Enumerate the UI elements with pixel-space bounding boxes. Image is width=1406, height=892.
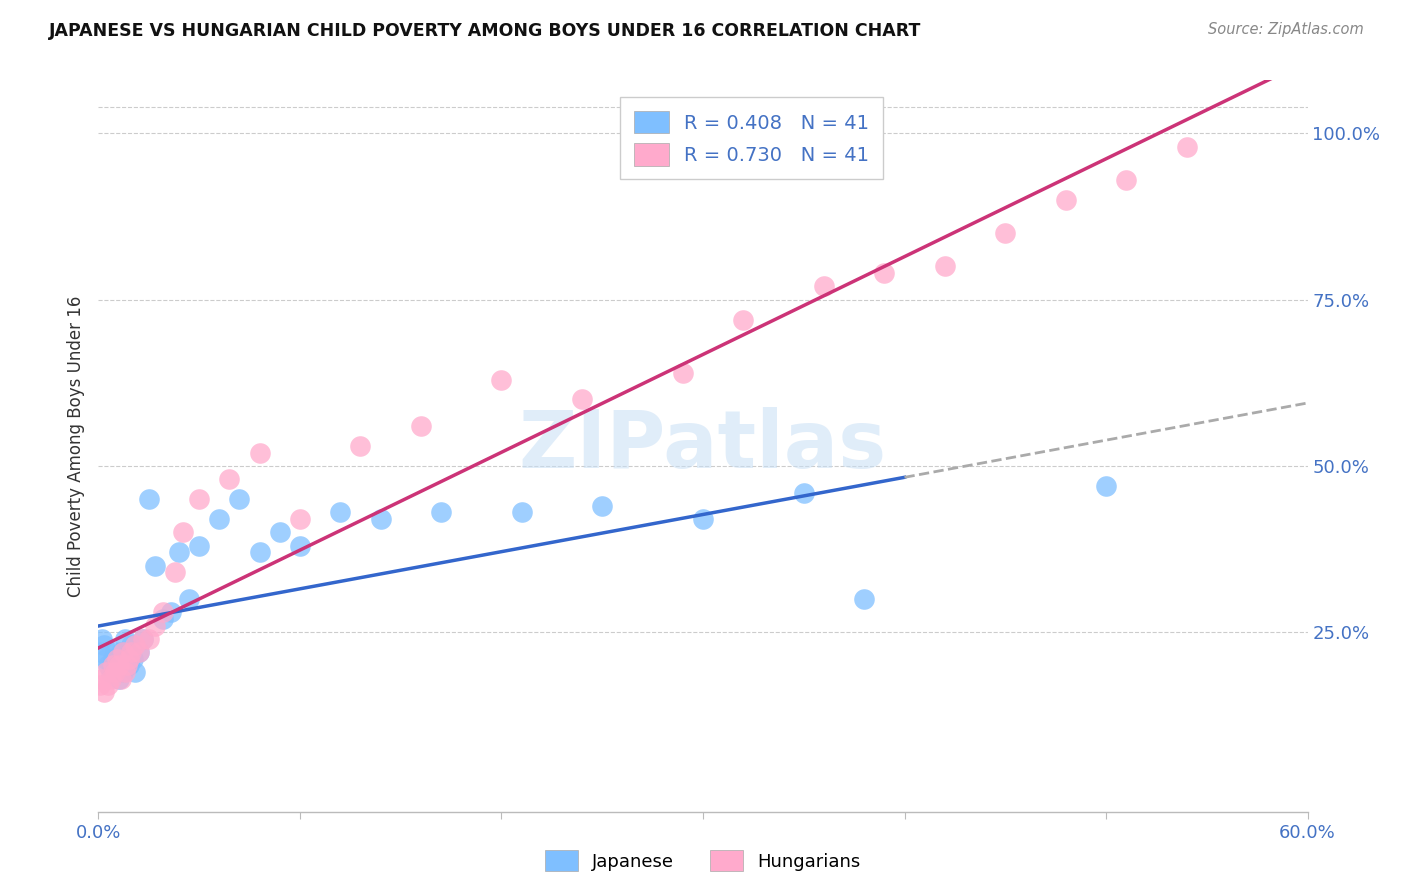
Point [591, 499, 613, 513]
Point [249, 545, 271, 559]
Point [93, 685, 115, 699]
Point [994, 226, 1017, 240]
Point [152, 605, 174, 619]
Point [793, 485, 815, 500]
Legend: Japanese, Hungarians: Japanese, Hungarians [538, 843, 868, 879]
Point [114, 665, 136, 679]
Point [349, 439, 371, 453]
Point [409, 419, 432, 434]
Point [138, 632, 160, 646]
Point [124, 665, 146, 679]
Point [1115, 173, 1137, 187]
Point [138, 492, 160, 507]
Point [107, 672, 129, 686]
Point [97, 658, 120, 673]
Point [91, 632, 114, 646]
Text: ZIPatlas: ZIPatlas [519, 407, 887, 485]
Point [110, 672, 132, 686]
Point [132, 632, 155, 646]
Point [288, 539, 311, 553]
Point [89, 678, 111, 692]
Point [107, 658, 129, 673]
Point [132, 632, 155, 646]
Point [89, 645, 111, 659]
Point [115, 652, 138, 666]
Point [160, 605, 183, 619]
Point [111, 645, 134, 659]
Point [118, 652, 141, 666]
Point [269, 525, 291, 540]
Point [188, 539, 211, 553]
Point [1175, 140, 1198, 154]
Point [124, 639, 146, 653]
Point [101, 652, 124, 666]
Point [249, 445, 271, 459]
Point [288, 512, 311, 526]
Point [218, 472, 240, 486]
Point [128, 645, 150, 659]
Point [491, 372, 513, 386]
Point [110, 645, 132, 659]
Point [163, 566, 186, 580]
Point [101, 658, 124, 673]
Point [100, 665, 122, 679]
Point [105, 652, 128, 666]
Point [934, 260, 956, 274]
Point [115, 658, 138, 673]
Point [120, 639, 142, 653]
Point [188, 492, 211, 507]
Point [208, 512, 231, 526]
Point [96, 665, 118, 679]
Point [152, 612, 174, 626]
Text: JAPANESE VS HUNGARIAN CHILD POVERTY AMONG BOYS UNDER 16 CORRELATION CHART: JAPANESE VS HUNGARIAN CHILD POVERTY AMON… [49, 22, 921, 40]
Point [143, 558, 166, 573]
Point [97, 678, 120, 692]
Point [96, 652, 118, 666]
Point [692, 512, 714, 526]
Point [167, 545, 190, 559]
Point [813, 279, 835, 293]
Point [172, 525, 194, 540]
Point [103, 645, 125, 659]
Point [853, 591, 876, 606]
Point [179, 591, 201, 606]
Point [510, 506, 533, 520]
Point [100, 672, 122, 686]
Point [329, 506, 352, 520]
Point [121, 652, 143, 666]
Point [128, 645, 150, 659]
Point [430, 506, 453, 520]
Point [228, 492, 250, 507]
Point [105, 658, 128, 673]
Y-axis label: Child Poverty Among Boys Under 16: Child Poverty Among Boys Under 16 [66, 295, 84, 597]
Point [103, 665, 125, 679]
Point [571, 392, 593, 407]
Point [672, 366, 695, 380]
Point [111, 665, 134, 679]
Point [143, 618, 166, 632]
Point [1095, 479, 1118, 493]
Point [873, 266, 896, 280]
Point [733, 312, 755, 326]
Point [91, 672, 114, 686]
Point [1054, 193, 1077, 207]
Text: Source: ZipAtlas.com: Source: ZipAtlas.com [1208, 22, 1364, 37]
Point [114, 632, 136, 646]
Point [370, 512, 392, 526]
Legend: R = 0.408   N = 41, R = 0.730   N = 41: R = 0.408 N = 41, R = 0.730 N = 41 [620, 97, 883, 179]
Point [118, 658, 141, 673]
Point [93, 639, 115, 653]
Point [120, 645, 142, 659]
